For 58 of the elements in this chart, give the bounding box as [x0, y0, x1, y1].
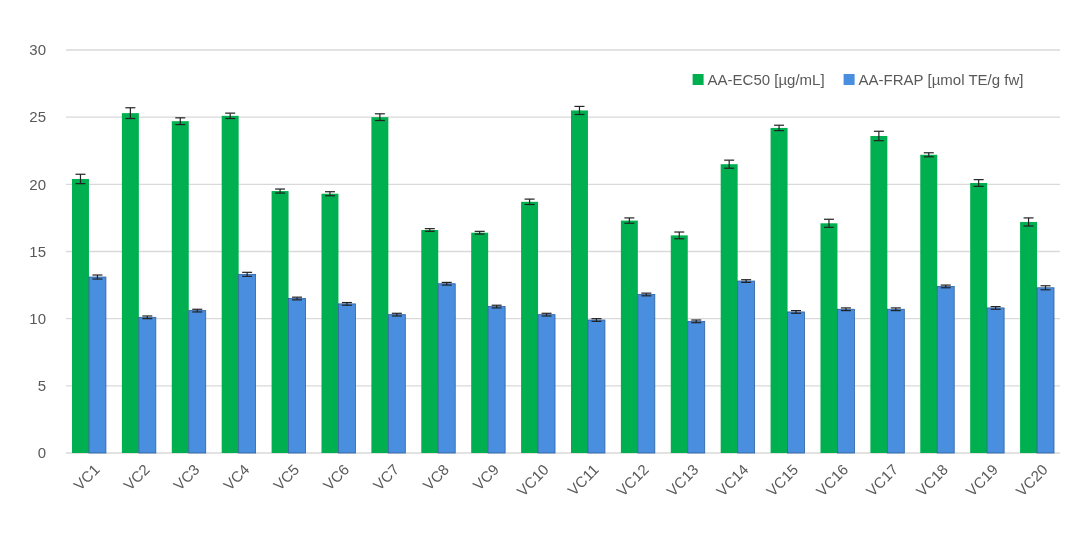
bar	[620, 220, 638, 453]
bar	[387, 314, 406, 454]
bar	[487, 306, 506, 454]
bar	[371, 117, 389, 453]
x-tick-label: VC1	[70, 460, 103, 494]
legend-label: AA-EC50 [µg/mL]	[707, 71, 825, 89]
bar	[920, 154, 938, 453]
y-tick-label: 15	[29, 242, 46, 260]
bar	[820, 223, 838, 453]
bar	[338, 303, 356, 454]
y-tick-label: 10	[29, 309, 46, 327]
bar	[288, 298, 306, 454]
bar	[521, 201, 539, 453]
bar	[437, 283, 456, 454]
y-tick-label: 5	[37, 377, 46, 395]
bar	[787, 311, 805, 454]
bar	[138, 316, 157, 454]
y-tick-label: 20	[29, 175, 46, 193]
bar	[720, 164, 738, 453]
bar	[471, 232, 489, 453]
x-tick-label: VC5	[269, 460, 303, 494]
x-tick-label: VC3	[169, 460, 203, 494]
bar	[321, 193, 339, 453]
x-tick-label: VC7	[369, 460, 403, 494]
bar	[171, 121, 189, 453]
bar	[570, 110, 588, 453]
y-tick-label: 30	[29, 41, 46, 59]
bar	[737, 280, 756, 454]
x-tick-label: VC2	[120, 460, 153, 494]
bar	[121, 113, 139, 453]
bar	[770, 127, 788, 453]
y-tick-label: 0	[37, 444, 46, 462]
bar	[970, 182, 988, 453]
bar	[986, 307, 1005, 454]
bar	[837, 308, 855, 454]
bar	[1036, 287, 1055, 454]
x-tick-label: VC8	[419, 460, 453, 494]
bar	[88, 276, 107, 454]
bar	[71, 178, 89, 453]
bar	[421, 230, 439, 453]
bar	[1020, 221, 1038, 453]
bar	[537, 314, 556, 454]
bar	[271, 191, 289, 453]
bar	[637, 294, 656, 454]
bar	[687, 320, 706, 454]
bar	[188, 310, 207, 454]
bar	[238, 273, 257, 454]
y-tick-label: 25	[29, 108, 46, 126]
bar	[936, 286, 955, 454]
bar	[870, 135, 888, 453]
bar	[886, 308, 905, 454]
bar	[221, 115, 239, 453]
x-tick-label: VC4	[219, 460, 253, 494]
x-tick-label: VC6	[319, 460, 353, 494]
x-tick-label: VC9	[469, 460, 502, 494]
legend-label: AA-FRAP [µmol TE/g fw]	[858, 71, 1024, 89]
bar	[587, 319, 606, 454]
bar	[670, 235, 688, 453]
